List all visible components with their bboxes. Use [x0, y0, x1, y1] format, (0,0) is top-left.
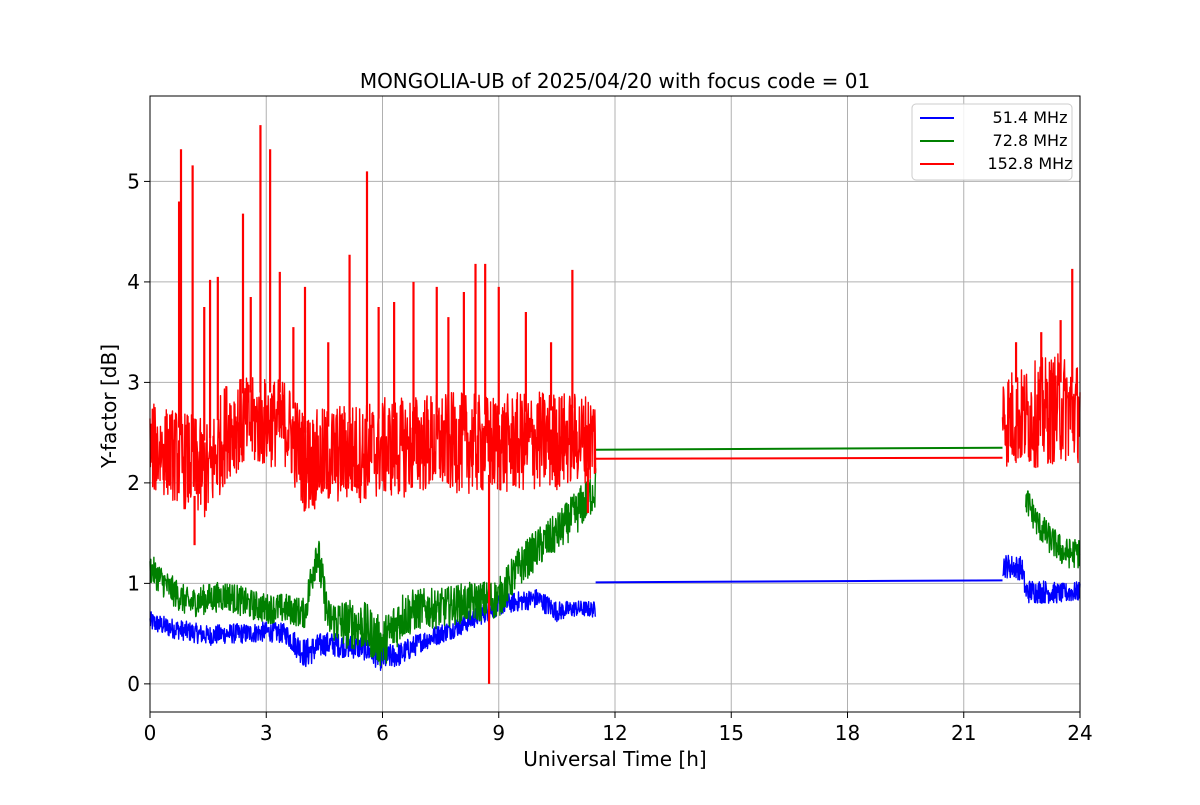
- x-tick-label: 6: [376, 721, 389, 745]
- x-tick-label: 21: [951, 721, 976, 745]
- plot-area: [149, 125, 1081, 684]
- y-tick-label: 2: [127, 471, 140, 495]
- series-segment: [149, 468, 597, 666]
- series-segment: [595, 446, 1003, 451]
- legend-entry: 72.8 MHz: [993, 131, 1068, 150]
- x-tick-label: 12: [602, 721, 627, 745]
- x-tick-label: 24: [1067, 721, 1092, 745]
- series-segment: [595, 579, 1003, 584]
- series-152-8-mhz: [149, 125, 1081, 684]
- y-tick-label: 4: [127, 270, 140, 294]
- x-tick-label: 0: [144, 721, 157, 745]
- y-tick-label: 3: [127, 370, 140, 394]
- series-segment: [595, 456, 1003, 460]
- x-axis: 0 3 6 9 12 15 18 21 24: [144, 712, 1093, 745]
- x-tick-label: 3: [260, 721, 273, 745]
- y-tick-label: 0: [127, 672, 140, 696]
- series-segment: [1002, 554, 1081, 604]
- x-axis-label: Universal Time [h]: [523, 747, 706, 771]
- y-axis: 0 1 2 3 4 5: [127, 169, 150, 696]
- legend-entry: 51.4 MHz: [993, 108, 1068, 127]
- x-tick-label: 15: [719, 721, 744, 745]
- legend-entry: 152.8 MHz: [987, 154, 1072, 173]
- series-segment: [149, 377, 597, 518]
- legend-box: [911, 103, 1073, 181]
- x-tick-label: 18: [835, 721, 860, 745]
- legend: 51.4 MHz 72.8 MHz 152.8 MHz: [911, 103, 1073, 181]
- y-axis-label: Y-factor [dB]: [97, 344, 121, 469]
- y-tick-label: 1: [127, 571, 140, 595]
- series-segment: [1025, 490, 1081, 569]
- series-72-8-mhz: [149, 446, 1081, 666]
- x-tick-label: 9: [492, 721, 505, 745]
- chart-title: MONGOLIA-UB of 2025/04/20 with focus cod…: [360, 69, 870, 93]
- y-tick-label: 5: [127, 169, 140, 193]
